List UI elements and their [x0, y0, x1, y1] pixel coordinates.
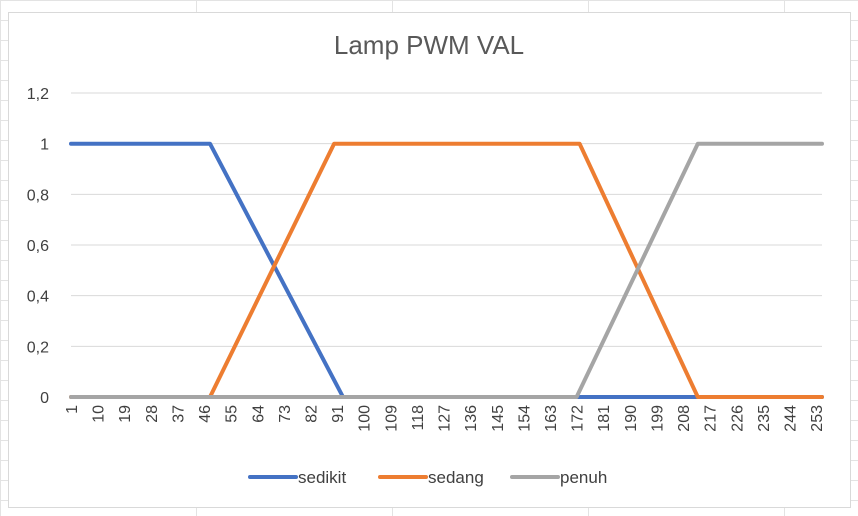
series-line-penuh[interactable]	[69, 141, 824, 399]
y-tick-label: 0,6	[27, 238, 49, 255]
x-tick-label: 91	[330, 405, 347, 423]
x-tick-label: 163	[543, 405, 560, 432]
x-tick-label: 136	[463, 405, 480, 432]
x-axis-tick-labels: 1 10 19 28 37 46 55 64 73 82 91 100 109 118 127 136 145 1…	[64, 405, 826, 432]
y-tick-label: 0,8	[27, 187, 49, 204]
chart-title: Lamp PWM VAL	[334, 30, 524, 60]
y-tick-label: 1	[40, 137, 49, 154]
x-tick-label: 118	[410, 405, 427, 431]
x-tick-label: 217	[703, 405, 720, 432]
legend-label-sedikit: sedikit	[298, 468, 346, 487]
x-tick-label: 235	[756, 405, 773, 432]
x-tick-label: 154	[516, 405, 533, 432]
x-tick-label: 199	[649, 405, 666, 432]
x-tick-label: 37	[170, 405, 187, 423]
legend-label-penuh: penuh	[560, 468, 607, 487]
plot-series	[69, 141, 824, 399]
x-tick-label: 127	[437, 405, 454, 432]
x-tick-label: 28	[144, 405, 161, 423]
x-tick-label: 253	[809, 405, 826, 432]
x-tick-label: 82	[303, 405, 320, 423]
x-tick-label: 181	[596, 405, 613, 432]
x-tick-label: 226	[729, 405, 746, 432]
y-tick-label: 0,4	[27, 289, 49, 306]
y-tick-label: 0,2	[27, 339, 49, 356]
y-gridlines	[71, 92, 822, 398]
x-tick-label: 55	[224, 405, 241, 423]
x-tick-label: 1	[64, 405, 81, 414]
x-tick-label: 100	[357, 405, 374, 432]
legend: sedikit sedang penuh	[248, 468, 607, 487]
x-tick-label: 109	[383, 405, 400, 432]
x-tick-label: 64	[250, 405, 267, 423]
x-tick-label: 208	[676, 405, 693, 432]
x-tick-label: 73	[277, 405, 294, 423]
x-tick-label: 244	[782, 405, 799, 432]
y-tick-label: 1,2	[27, 86, 49, 103]
y-tick-label: 0	[40, 390, 49, 407]
x-tick-label: 19	[117, 405, 134, 423]
x-tick-label: 190	[623, 405, 640, 432]
x-tick-label: 46	[197, 405, 214, 423]
x-tick-label: 172	[570, 405, 587, 432]
x-tick-label: 145	[490, 405, 507, 432]
series-line-sedikit[interactable]	[69, 141, 824, 399]
x-tick-label: 10	[91, 405, 108, 423]
legend-label-sedang: sedang	[428, 468, 484, 487]
chart-area[interactable]	[8, 12, 851, 508]
y-axis-tick-labels: 0 0,2 0,4 0,6 0,8 1 1,2	[27, 86, 49, 407]
series-line-sedang[interactable]	[69, 141, 824, 399]
